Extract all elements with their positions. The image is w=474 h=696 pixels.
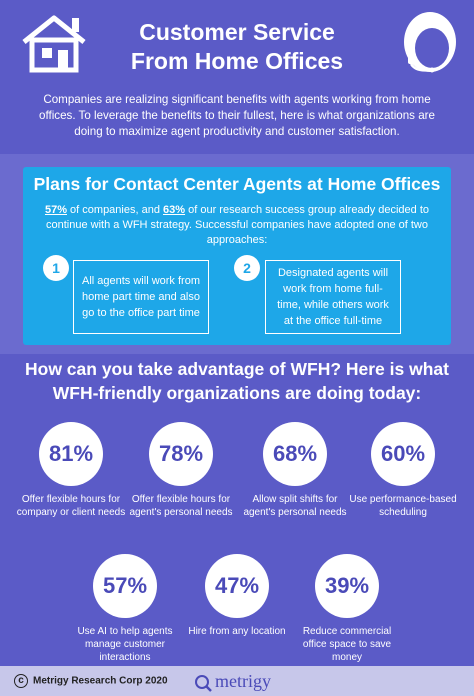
stat-label: Hire from any location <box>188 626 286 637</box>
stat-value: 68% <box>263 422 327 486</box>
plans-box: Plans for Contact Center Agents at Home … <box>23 167 451 345</box>
plans-pct-companies: 57% <box>44 204 67 216</box>
wfh-title: How can you take advantage of WFH? Here … <box>10 357 464 405</box>
headset-agent-icon <box>404 12 456 73</box>
copyright-text: Metrigy Research Corp 2020 <box>33 675 168 687</box>
stat-item: 47% Hire from any location <box>182 554 292 638</box>
intro-text: Companies are realizing significant bene… <box>39 93 435 138</box>
page-title: Customer Service From Home Offices <box>90 18 384 76</box>
stat-label: Use AI to help agents manage customer in… <box>77 626 173 663</box>
stat-item: 81% Offer flexible hours for company or … <box>16 422 126 519</box>
header: Customer Service From Home Offices Compa… <box>0 0 474 154</box>
stat-label: Reduce commercial office space to save m… <box>302 626 392 663</box>
stat-label: Offer flexible hours for company or clie… <box>16 494 126 518</box>
stat-item: 60% Use performance-based scheduling <box>348 422 458 519</box>
logo-text: metrigy <box>215 671 271 691</box>
plans-text-part2: of our research success group already de… <box>46 204 430 246</box>
title-line-2: From Home Offices <box>130 48 344 74</box>
house-icon <box>22 15 86 73</box>
stat-item: 78% Offer flexible hours for agent's per… <box>126 422 236 519</box>
magnifier-logo-icon <box>195 674 212 692</box>
stat-label: Use performance-based scheduling <box>349 494 457 518</box>
copyright-icon: c <box>14 674 28 688</box>
stat-value: 60% <box>371 422 435 486</box>
stat-value: 39% <box>315 554 379 618</box>
footer-copyright: c Metrigy Research Corp 2020 <box>14 674 168 688</box>
stat-label: Offer flexible hours for agent's persona… <box>129 494 233 518</box>
stat-value: 57% <box>93 554 157 618</box>
stat-value: 78% <box>149 422 213 486</box>
stat-value: 47% <box>205 554 269 618</box>
approach-2-box: Designated agents will work from home fu… <box>265 260 401 334</box>
approach-1-number: 1 <box>43 255 69 281</box>
stat-item: 68% Allow split shifts for agent's perso… <box>240 422 350 519</box>
metrigy-logo: metrigy <box>194 671 271 692</box>
plans-title: Plans for Contact Center Agents at Home … <box>33 174 441 194</box>
plans-pct-research-group: 63% <box>163 204 186 216</box>
stat-item: 57% Use AI to help agents manage custome… <box>70 554 180 664</box>
footer: c Metrigy Research Corp 2020 metrigy <box>0 666 474 696</box>
approach-1-box: All agents will work from home part time… <box>73 260 209 334</box>
stat-item: 39% Reduce commercial office space to sa… <box>292 554 402 664</box>
plans-text: 57% of companies, and 63% of our researc… <box>33 203 441 248</box>
wfh-title-line-1: How can you take advantage of WFH? Here … <box>25 359 449 379</box>
stat-label: Allow split shifts for agent's personal … <box>243 494 347 518</box>
stat-value: 81% <box>39 422 103 486</box>
title-line-1: Customer Service <box>139 19 335 45</box>
plans-text-part1: of companies, and <box>67 204 164 216</box>
plans-section: Plans for Contact Center Agents at Home … <box>0 154 474 354</box>
wfh-title-line-2: WFH-friendly organizations are doing tod… <box>52 383 422 403</box>
approach-2-number: 2 <box>234 255 260 281</box>
